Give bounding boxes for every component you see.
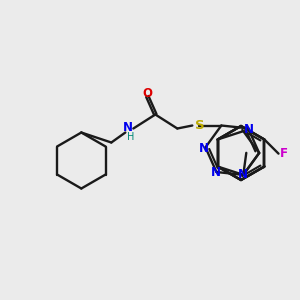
Text: N: N xyxy=(199,142,208,155)
Text: O: O xyxy=(142,87,152,100)
Text: F: F xyxy=(280,147,287,160)
Text: H: H xyxy=(127,131,134,142)
Text: N: N xyxy=(123,121,133,134)
Text: N: N xyxy=(244,123,254,136)
Text: N: N xyxy=(238,168,248,181)
Text: N: N xyxy=(210,166,220,178)
Text: S: S xyxy=(194,119,204,132)
